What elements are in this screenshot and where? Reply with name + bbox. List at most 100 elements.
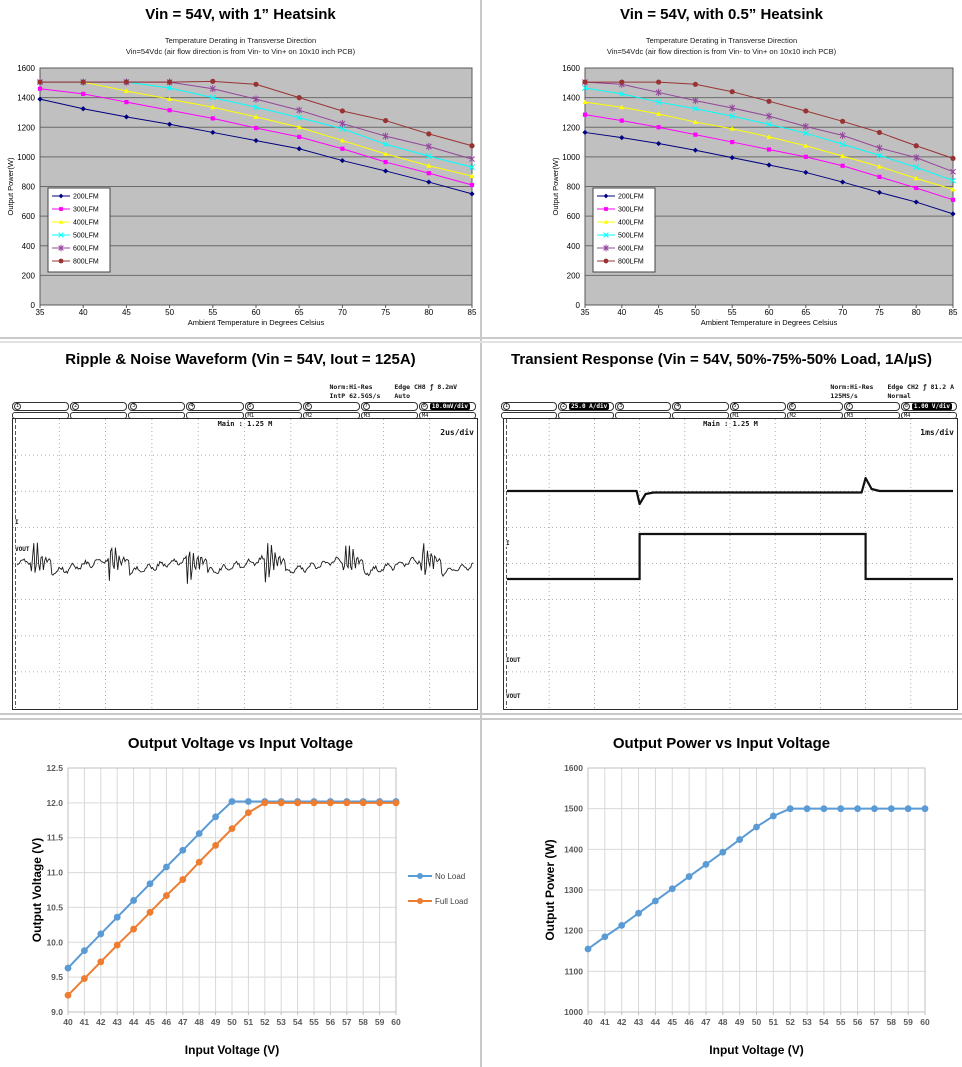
panel-vout-vs-vin: Output Voltage vs Input Voltage 9.0 9.5 10… (0, 721, 481, 1067)
scope-trigger-readout: Edge CH2 ƒ 81.2 A Normal (887, 383, 954, 400)
channel-number: 2 (560, 403, 568, 410)
svg-text:35: 35 (581, 308, 590, 317)
math-channel-label: M2 (789, 412, 797, 419)
ripple-waveform (13, 419, 476, 708)
svg-text:42: 42 (617, 1017, 627, 1027)
svg-text:48: 48 (194, 1017, 204, 1027)
svg-text:Output Voltage (V): Output Voltage (V) (30, 838, 44, 942)
svg-text:800LFM: 800LFM (73, 259, 99, 266)
svg-text:57: 57 (342, 1017, 352, 1027)
trace-label-i: I (505, 540, 511, 547)
svg-text:11.0: 11.0 (47, 868, 63, 878)
math-channel-label: M4 (903, 412, 911, 419)
svg-text:Ambient Temperature in Degrees: Ambient Temperature in Degrees Celsius (188, 318, 325, 327)
channel-scale-badge: 25.0 A/div (569, 403, 610, 410)
svg-text:43: 43 (112, 1017, 122, 1027)
svg-text:No Load: No Load (435, 872, 465, 881)
svg-text:85: 85 (468, 308, 477, 317)
svg-text:600: 600 (22, 212, 36, 221)
channel-number: 8 (902, 403, 910, 410)
svg-text:500LFM: 500LFM (73, 233, 99, 240)
svg-text:51: 51 (244, 1017, 254, 1027)
channel-1-tab: 1 (501, 402, 558, 411)
svg-text:1600: 1600 (562, 64, 580, 73)
svg-text:53: 53 (276, 1017, 286, 1027)
svg-text:1200: 1200 (562, 123, 580, 132)
channel-number: 6 (304, 403, 312, 410)
scope-acq-mode: Norm:Hi-Res (329, 383, 373, 391)
row-divider-2b (0, 718, 962, 720)
panel-transient-response: Transient Response (Vin = 54V, 50%-75%-5… (481, 341, 962, 713)
svg-text:200LFM: 200LFM (73, 194, 99, 201)
svg-text:70: 70 (338, 308, 347, 317)
svg-text:55: 55 (309, 1017, 319, 1027)
svg-text:1200: 1200 (564, 926, 583, 936)
channel-8-tab: 8 10.0mV/div (418, 402, 476, 411)
math-channel-label: M1 (732, 412, 740, 419)
svg-text:40: 40 (583, 1017, 593, 1027)
scope-channel-strip: 1 2 3 4 5 6 7 8 10.0mV/div M1 M2 M3 M4 (12, 402, 477, 421)
channel-scale-badge: 10.0mV/div (429, 403, 470, 410)
scope-channel-strip: 1 2 25.0 A/div 3 4 5 6 7 8 1.00 V/div M1 M2 M3 M4 (501, 402, 958, 421)
channel-number: 4 (188, 403, 196, 410)
svg-text:0: 0 (576, 301, 581, 310)
trace-label-vout: VOUT (14, 546, 31, 553)
scope-trigger-readout: Edge CH8 ƒ 8.2mV Auto (394, 383, 457, 400)
row-divider-1b (0, 341, 962, 343)
svg-text:Input Voltage (V): Input Voltage (V) (185, 1043, 279, 1057)
panel-title: Transient Response (Vin = 54V, 50%-75%-5… (511, 351, 932, 368)
svg-text:1000: 1000 (562, 153, 580, 162)
svg-text:59: 59 (375, 1017, 385, 1027)
svg-text:1600: 1600 (564, 763, 583, 773)
chart-subtitle-line1: Temperature Derating in Transverse Direc… (164, 36, 317, 45)
svg-text:59: 59 (903, 1017, 913, 1027)
channel-number: 8 (420, 403, 428, 410)
svg-text:800: 800 (22, 183, 36, 192)
row-divider-1a (0, 337, 962, 339)
svg-text:11.5: 11.5 (47, 833, 63, 843)
svg-text:400LFM: 400LFM (618, 220, 644, 227)
svg-text:50: 50 (165, 308, 174, 317)
channel-scale-badge: 1.00 V/div (911, 403, 952, 410)
svg-text:12.0: 12.0 (46, 798, 63, 808)
svg-text:40: 40 (617, 308, 626, 317)
svg-text:400: 400 (22, 242, 36, 251)
svg-text:1400: 1400 (564, 844, 583, 854)
svg-text:46: 46 (684, 1017, 694, 1027)
channel-number: 2 (72, 403, 80, 410)
scope-sample-rate: 125MS/s (830, 392, 858, 400)
svg-text:0: 0 (31, 301, 36, 310)
svg-text:500LFM: 500LFM (618, 233, 644, 240)
scope-display: Main : 1.25 M 2us/div I VOUT (12, 418, 478, 710)
math-channel-label: M4 (421, 412, 429, 419)
svg-text:45: 45 (654, 308, 663, 317)
svg-text:44: 44 (651, 1017, 661, 1027)
scope-readout: Norm:Hi-Res IntP 62.5GS/s Edge CH8 ƒ 8.2… (330, 383, 458, 400)
svg-text:800LFM: 800LFM (618, 259, 644, 266)
svg-text:60: 60 (391, 1017, 401, 1027)
channel-7-tab: 7 (360, 402, 418, 411)
svg-text:400: 400 (567, 242, 581, 251)
svg-text:65: 65 (295, 308, 304, 317)
svg-text:Output Power(W): Output Power(W) (6, 157, 15, 215)
svg-text:47: 47 (701, 1017, 711, 1027)
math-channel-label: M3 (846, 412, 854, 419)
chart-subtitle-line2: Vin=54Vdc (air flow direction is from Vi… (125, 47, 356, 56)
svg-text:300LFM: 300LFM (618, 207, 644, 214)
svg-text:50: 50 (752, 1017, 762, 1027)
channel-number: 5 (731, 403, 739, 410)
trace-label-vout: VOUT (505, 693, 522, 700)
svg-text:1000: 1000 (564, 1007, 583, 1017)
channel-3-tab: 3 (615, 402, 672, 411)
svg-text:58: 58 (887, 1017, 897, 1027)
svg-text:58: 58 (358, 1017, 368, 1027)
svg-text:40: 40 (79, 308, 88, 317)
svg-text:50: 50 (227, 1017, 237, 1027)
trace-label-i: I (14, 519, 20, 526)
scope-display: Main : 1.25 M 1ms/div I IOUT VOUT (503, 418, 958, 710)
scope-timebase: 1ms/div (920, 428, 954, 437)
svg-text:57: 57 (870, 1017, 880, 1027)
svg-text:1400: 1400 (562, 94, 580, 103)
svg-text:49: 49 (211, 1017, 221, 1027)
panel-title: Vin = 54V, with 1” Heatsink (145, 6, 336, 23)
